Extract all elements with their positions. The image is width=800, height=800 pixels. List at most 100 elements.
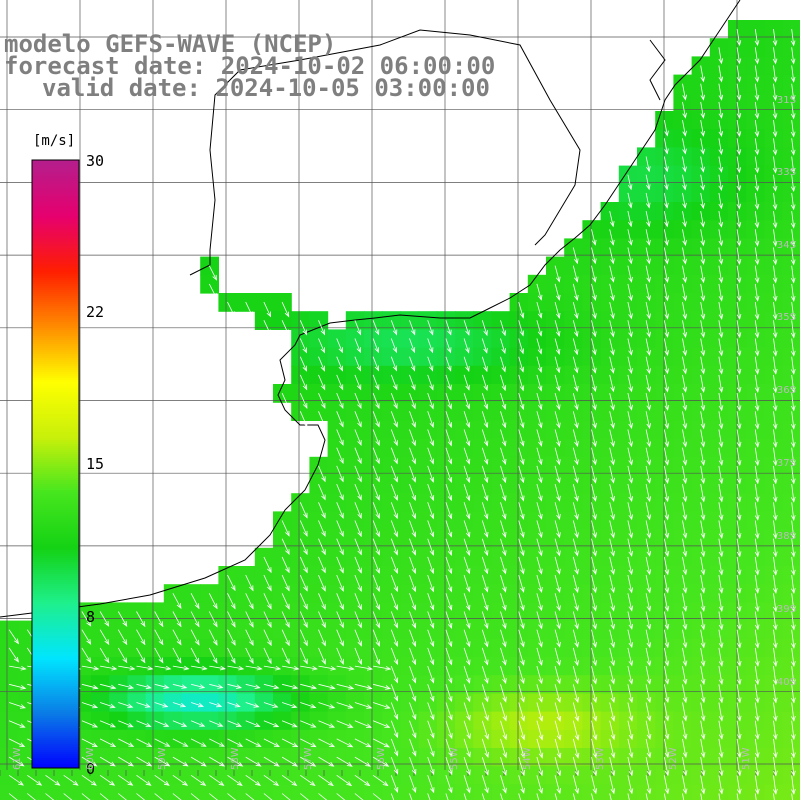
wind-arrow-head xyxy=(772,222,778,229)
wind-arrow-shaft xyxy=(354,556,362,573)
wind-arrow xyxy=(591,265,597,283)
wind-arrow-head xyxy=(501,366,506,373)
wind-arrow xyxy=(645,302,651,320)
wind-arrow-head xyxy=(122,657,128,664)
wind-arrow xyxy=(154,629,164,646)
wind-arrow xyxy=(427,538,435,556)
wind-arrow-head xyxy=(339,494,344,501)
wind-arrow-head xyxy=(501,422,507,429)
wind-arrow-head xyxy=(790,131,796,138)
wind-arrow-head xyxy=(338,384,344,391)
wind-arrow-shaft xyxy=(663,211,668,227)
wind-arrow-shaft xyxy=(445,593,452,610)
wind-arrow-head xyxy=(501,550,507,557)
wind-arrow-shaft xyxy=(572,320,578,337)
wind-arrow-shaft xyxy=(627,338,632,355)
wind-arrow-shaft xyxy=(718,320,723,338)
wind-arrow-head xyxy=(465,513,471,520)
wind-arrow xyxy=(318,520,326,537)
wind-cell xyxy=(782,238,800,258)
wind-arrow-head xyxy=(718,587,724,594)
wind-arrow-shaft xyxy=(591,265,596,282)
wind-arrow-head xyxy=(267,603,272,610)
wind-arrow-head xyxy=(339,403,344,410)
wind-arrow-shaft xyxy=(572,574,579,593)
wind-arrow-head xyxy=(700,478,706,485)
wind-arrow-shaft xyxy=(791,356,795,374)
wind-arrow-shaft xyxy=(572,447,578,465)
wind-arrow-head xyxy=(357,439,362,446)
wind-arrow-head xyxy=(556,495,561,502)
wind-arrow xyxy=(663,302,669,320)
wind-arrow xyxy=(154,647,164,664)
wind-arrow-shaft xyxy=(773,556,777,575)
wind-arrow-shaft xyxy=(554,411,560,428)
wind-arrow xyxy=(754,302,760,321)
wind-arrow-head xyxy=(736,314,742,320)
wind-arrow xyxy=(663,156,669,173)
wind-arrow-shaft xyxy=(518,429,524,446)
wind-arrow xyxy=(481,392,489,410)
wind-arrow-head xyxy=(736,167,742,174)
wind-arrow-head xyxy=(538,513,543,520)
wind-arrow-head xyxy=(664,221,669,228)
wind-arrow-head xyxy=(664,130,669,137)
wind-arrow-shaft xyxy=(773,302,777,320)
wind-arrow xyxy=(445,447,453,465)
wind-arrow-shaft xyxy=(481,338,488,353)
wind-arrow-shaft xyxy=(627,556,633,575)
wind-arrow-shaft xyxy=(791,65,795,82)
wind-arrow-head xyxy=(791,569,796,576)
wind-arrow-head xyxy=(628,587,633,594)
wind-arrow-head xyxy=(718,185,723,192)
wind-arrow-head xyxy=(754,240,760,247)
wind-arrow xyxy=(736,374,742,394)
wind-arrow-shaft xyxy=(554,429,560,447)
wind-arrow-shaft xyxy=(736,593,741,612)
wind-arrow-head xyxy=(321,531,326,537)
wind-arrow-head xyxy=(754,368,760,375)
wind-arrow xyxy=(736,156,742,174)
wind-arrow-head xyxy=(790,423,796,430)
wind-arrow-head xyxy=(592,623,597,630)
colorbar xyxy=(31,159,80,769)
wind-arrow-shaft xyxy=(409,465,416,482)
wind-arrow xyxy=(754,502,760,521)
wind-arrow-head xyxy=(646,496,652,503)
wind-arrow-head xyxy=(538,422,543,429)
wind-arrow-shaft xyxy=(427,483,434,501)
wind-arrow xyxy=(700,356,706,375)
wind-arrow-head xyxy=(718,423,724,430)
wind-arrow-shaft xyxy=(718,520,723,539)
wind-arrow-head xyxy=(628,368,633,375)
wind-arrow xyxy=(336,465,344,483)
wind-arrow-shaft xyxy=(463,411,470,428)
wind-arrow-shaft xyxy=(500,356,506,372)
wind-arrow xyxy=(682,611,688,631)
wind-cell xyxy=(473,784,492,800)
wind-arrow-head xyxy=(393,476,398,483)
wind-arrow-head xyxy=(556,404,561,411)
wind-arrow-head xyxy=(628,295,633,302)
wind-arrow-head xyxy=(321,512,326,519)
wind-arrow-head xyxy=(754,332,760,339)
wind-arrow-shaft xyxy=(609,556,615,575)
wind-arrow-shaft xyxy=(208,611,218,627)
wind-arrow-shaft xyxy=(372,465,380,482)
wind-arrow-head xyxy=(754,496,760,503)
wind-arrow-head xyxy=(754,624,760,631)
wind-arrow-head xyxy=(682,569,688,576)
wind-arrow-shaft xyxy=(682,101,686,118)
wind-arrow-shaft xyxy=(500,593,506,611)
wind-arrow-shaft xyxy=(427,520,434,537)
wind-arrow-head xyxy=(411,568,416,575)
wind-arrow-shaft xyxy=(773,374,777,393)
wind-arrow-shaft xyxy=(736,47,740,64)
wind-arrow-head xyxy=(664,386,669,393)
wind-arrow-shaft xyxy=(736,556,741,575)
wind-arrow-head xyxy=(392,347,397,354)
wind-arrow-shaft xyxy=(336,392,344,409)
wind-arrow-head xyxy=(465,440,471,447)
lon-label-53w: 53W xyxy=(595,747,606,770)
wind-arrow-shaft xyxy=(663,338,668,356)
